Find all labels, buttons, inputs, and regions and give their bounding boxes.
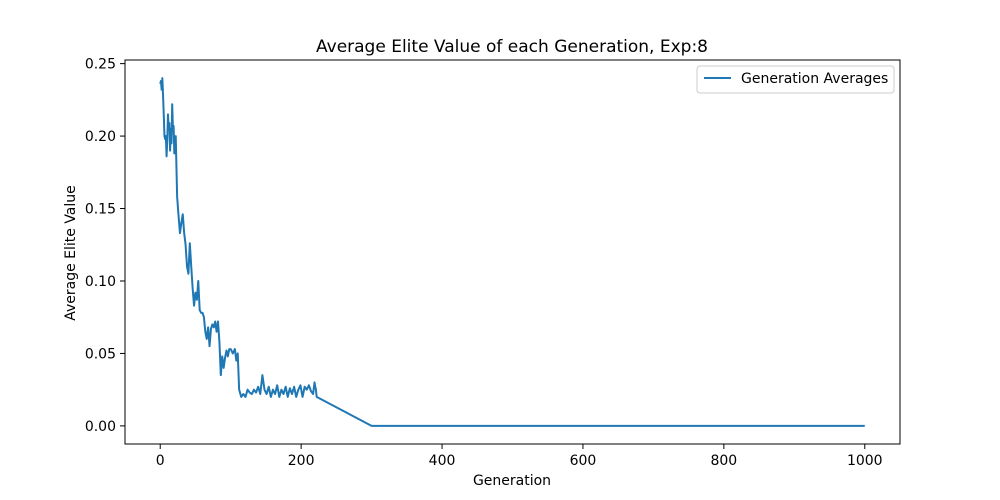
chart-title: Average Elite Value of each Generation, … (316, 37, 708, 57)
y-tick-label: 0.15 (85, 202, 116, 218)
plot-frame (124, 59, 901, 445)
series-line-0 (159, 77, 865, 427)
x-axis: 0 200 400 600 800 1000 (156, 444, 883, 469)
x-axis-label: Generation (473, 473, 551, 489)
y-tick-label: 0.00 (85, 419, 116, 435)
legend-box (696, 65, 895, 94)
y-axis-label: Average Elite Value (63, 185, 79, 321)
x-tick-label: 1000 (847, 453, 883, 469)
y-tick-label: 0.10 (85, 274, 116, 290)
legend-label: Generation Averages (741, 71, 888, 87)
x-tick-label: 800 (710, 453, 737, 469)
series-layer (159, 77, 865, 427)
plot-area (124, 59, 901, 445)
y-axis: 0.00 0.05 0.10 0.15 0.20 0.25 (85, 57, 125, 435)
y-tick-label: 0.05 (85, 346, 116, 362)
x-tick-label: 0 (156, 453, 165, 469)
x-tick-label: 600 (570, 453, 597, 469)
y-tick-label: 0.25 (85, 57, 116, 73)
legend: Generation Averages (696, 65, 895, 94)
x-tick-label: 200 (288, 453, 315, 469)
x-tick-label: 400 (429, 453, 456, 469)
y-tick-label: 0.20 (85, 129, 116, 145)
